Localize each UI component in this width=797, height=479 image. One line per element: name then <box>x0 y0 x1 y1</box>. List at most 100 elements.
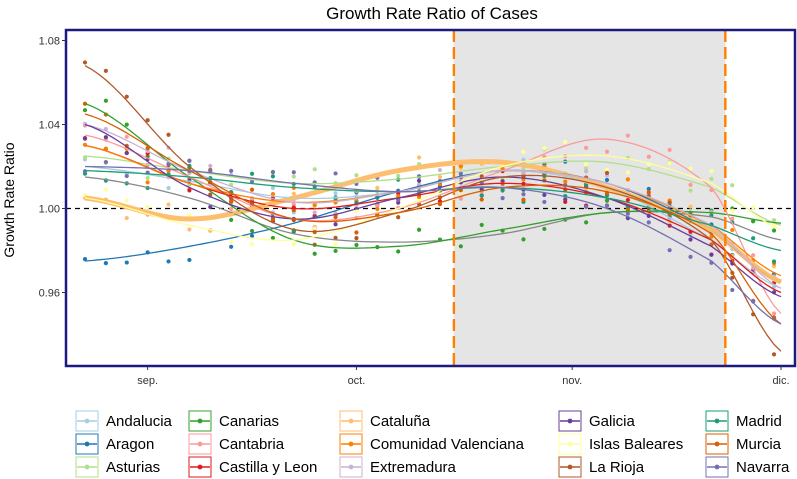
legend-key-dot-extremadura <box>348 464 354 470</box>
point-la-rioja-1 <box>103 68 108 73</box>
point-galicia-12 <box>333 222 338 227</box>
point-navarra-29 <box>688 254 693 259</box>
point-la-rioja-25 <box>604 170 610 176</box>
point-canarias-19 <box>479 222 484 228</box>
point-navarra-31 <box>730 287 735 293</box>
legend-label-extremadura: Extremadura <box>370 459 457 476</box>
point-murcia-9 <box>270 217 276 222</box>
y-tick-label-1: 1.00 <box>39 204 60 216</box>
point-extremadura-11 <box>312 210 317 215</box>
point-islas-baleares-24 <box>584 162 589 167</box>
x-tick-label-3: dic. <box>772 375 789 387</box>
point-canarias-21 <box>521 237 526 242</box>
point-asturias-10 <box>291 174 296 179</box>
point-murcia-7 <box>229 199 234 204</box>
point-comunidad-valenciana-3 <box>145 180 150 185</box>
point-aragon-0 <box>82 257 88 262</box>
point-islas-baleares-12 <box>333 241 338 247</box>
point-canarias-18 <box>458 244 463 249</box>
point-catalu-a-16 <box>416 155 422 160</box>
point-asturias-31 <box>730 183 735 188</box>
point-cantabria-14 <box>375 203 380 208</box>
line-aragon <box>84 169 782 283</box>
point-madrid-32 <box>751 236 756 241</box>
point-comunidad-valenciana-14 <box>375 206 380 212</box>
point-islas-baleares-22 <box>542 146 547 151</box>
point-canarias-12 <box>333 248 338 254</box>
point-cantabria-10 <box>291 202 296 207</box>
point-catalu-a-14 <box>375 185 380 190</box>
point-catalu-a-4 <box>166 202 171 207</box>
legend-label-andalucia: Andalucia <box>106 413 173 430</box>
point-galicia-6 <box>208 204 213 210</box>
point-aragon-7 <box>229 244 234 249</box>
point-cantabria-26 <box>625 133 630 138</box>
y-axis: 0.96 1.00 1.04 1.08 <box>39 36 66 300</box>
point-cantabria-24 <box>584 145 589 150</box>
point-asturias-3 <box>145 175 150 181</box>
legend-label-islas-baleares: Islas Baleares <box>589 436 683 453</box>
point-cantabria-32 <box>751 253 756 258</box>
point-navarra-1 <box>103 159 108 165</box>
point-asturias-13 <box>354 173 359 178</box>
point-galicia-22 <box>542 192 547 197</box>
point-catalu-a-5 <box>187 227 192 232</box>
point-castilla-y-leon-5 <box>187 188 192 193</box>
legend-label-galicia: Galicia <box>589 413 636 430</box>
point-navarra-5 <box>187 158 192 163</box>
point-navarra-7 <box>229 168 234 174</box>
point-navarra-20 <box>500 195 505 201</box>
series-lines <box>84 65 783 352</box>
point-aragon-8 <box>249 233 255 239</box>
point-navarra-6 <box>208 168 213 173</box>
legend-key-dot-cantabria <box>197 441 203 447</box>
point-aragon-2 <box>124 260 129 265</box>
legend-key-dot-aragon <box>84 441 90 447</box>
point-islas-baleares-21 <box>521 149 526 154</box>
point-islas-baleares-32 <box>751 205 756 210</box>
point-navarra-21 <box>521 192 526 197</box>
point-islas-baleares-30 <box>709 169 714 174</box>
point-galicia-30 <box>709 252 714 257</box>
point-islas-baleares-3 <box>145 204 150 210</box>
point-islas-baleares-11 <box>312 226 317 231</box>
point-la-rioja-4 <box>166 132 171 137</box>
point-galicia-0 <box>82 136 88 141</box>
y-tick-label-2: 1.04 <box>39 120 60 132</box>
point-canarias-33 <box>771 228 777 233</box>
point-asturias-30 <box>709 176 714 181</box>
legend-label-aragon: Aragon <box>106 436 154 453</box>
legend-label-castilla-y-leon: Castilla y Leon <box>219 459 317 476</box>
point-canarias-0 <box>82 108 88 113</box>
point-catalu-a-33 <box>771 264 777 269</box>
point-islas-baleares-23 <box>563 139 568 145</box>
point-navarra-22 <box>542 199 547 205</box>
legend-key-dot-galicia <box>567 418 573 424</box>
plot-border <box>64 28 797 368</box>
point-andalucia-4 <box>166 185 171 191</box>
line-la-rioja <box>84 65 782 352</box>
point-murcia-21 <box>521 197 526 202</box>
point-galicia-29 <box>688 237 693 242</box>
line-islas-baleares <box>84 154 782 242</box>
legend-key-dot-comunidad-valenciana <box>348 441 354 447</box>
legend-key-dot-canarias <box>197 418 203 424</box>
point-madrid-8 <box>249 171 255 176</box>
point-cantabria-28 <box>667 147 672 152</box>
shaded-period-rect <box>453 30 726 366</box>
chart-title: Growth Rate Ratio of Cases <box>326 4 538 23</box>
line-cantabria <box>84 134 782 314</box>
point-galicia-2 <box>124 150 129 156</box>
point-la-rioja-2 <box>124 94 129 99</box>
point-madrid-19 <box>479 193 484 198</box>
x-tick-label-2: nov. <box>562 375 582 387</box>
point-comunidad-valenciana-1 <box>103 146 108 151</box>
x-axis: sep. oct. nov. dic. <box>137 366 790 387</box>
x-tick-label-1: oct. <box>348 375 366 387</box>
point-comunidad-valenciana-18 <box>458 164 463 169</box>
legend-key-dot-la-rioja <box>567 464 573 470</box>
point-asturias-24 <box>584 166 589 171</box>
point-asturias-29 <box>688 188 693 193</box>
line-murcia <box>84 113 782 325</box>
